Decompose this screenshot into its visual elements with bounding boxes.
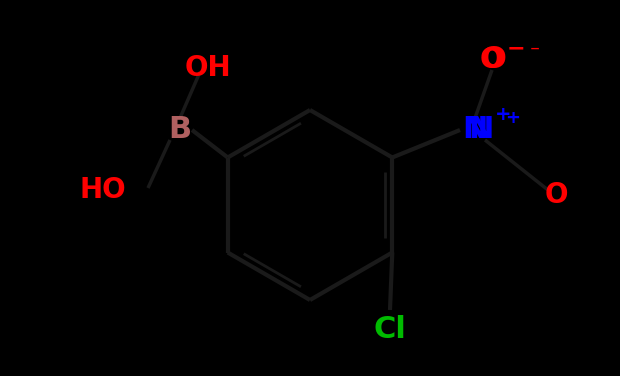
Text: B: B bbox=[169, 115, 192, 144]
Text: N: N bbox=[463, 115, 488, 144]
Text: Cl: Cl bbox=[374, 315, 407, 344]
Text: N: N bbox=[468, 115, 494, 144]
Text: ⁻: ⁻ bbox=[530, 42, 540, 62]
Text: OH: OH bbox=[185, 54, 232, 82]
Text: HO: HO bbox=[80, 176, 126, 204]
Text: +: + bbox=[505, 109, 520, 127]
Text: +: + bbox=[495, 106, 512, 124]
Text: O: O bbox=[545, 181, 569, 209]
Text: O: O bbox=[480, 46, 503, 74]
Text: −: − bbox=[507, 38, 526, 58]
Text: O: O bbox=[480, 45, 506, 74]
